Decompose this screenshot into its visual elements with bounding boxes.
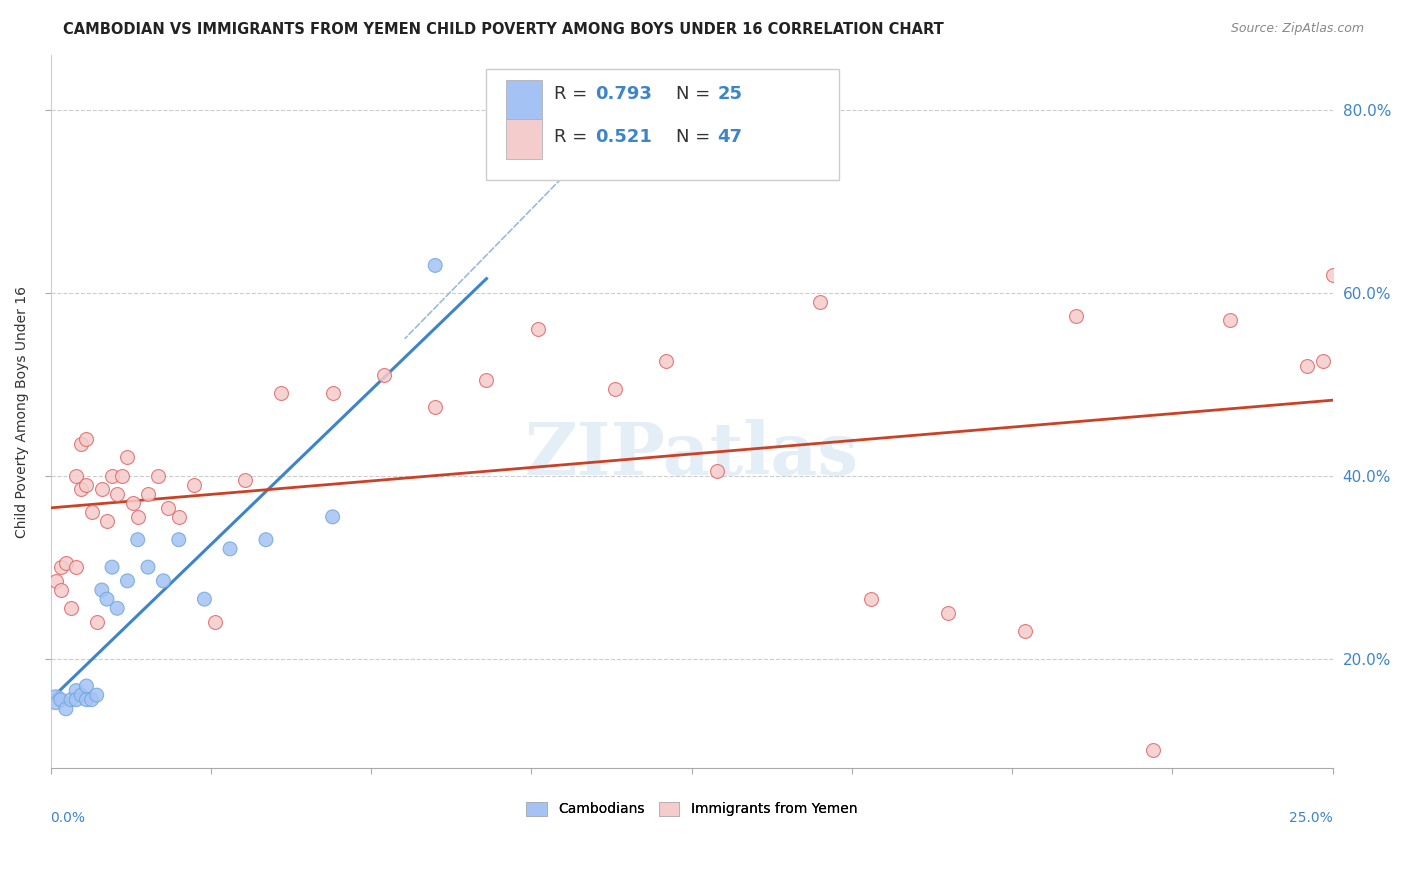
Point	[45, 574, 67, 588]
Point	[1142, 743, 1164, 757]
Point	[80, 505, 103, 519]
Point	[1066, 309, 1088, 323]
Point	[86, 615, 108, 629]
Point	[75, 432, 97, 446]
Point	[183, 478, 205, 492]
Text: ZIPatlas: ZIPatlas	[524, 419, 859, 490]
Point	[167, 533, 190, 547]
Point	[75, 692, 97, 706]
Point	[425, 259, 447, 273]
Point	[101, 468, 124, 483]
Point	[127, 509, 149, 524]
Point	[70, 688, 93, 702]
Point	[70, 483, 93, 497]
Point	[136, 560, 159, 574]
Point	[49, 692, 72, 706]
Point	[148, 468, 170, 483]
Point	[90, 483, 112, 497]
Point	[808, 295, 831, 310]
Point	[86, 688, 108, 702]
Point	[322, 386, 344, 401]
Point	[105, 487, 128, 501]
Point	[65, 468, 87, 483]
Text: Source: ZipAtlas.com: Source: ZipAtlas.com	[1230, 22, 1364, 36]
Point	[49, 582, 72, 597]
Point	[219, 541, 242, 556]
Point	[1014, 624, 1036, 639]
Point	[60, 692, 83, 706]
Point	[157, 500, 180, 515]
Text: 0.793: 0.793	[596, 86, 652, 103]
Point	[96, 515, 118, 529]
Text: 0.521: 0.521	[596, 128, 652, 146]
Point	[1312, 354, 1334, 368]
Y-axis label: Child Poverty Among Boys Under 16: Child Poverty Among Boys Under 16	[15, 285, 30, 538]
Point	[425, 400, 447, 414]
Point	[80, 692, 103, 706]
Point	[101, 560, 124, 574]
Point	[55, 556, 77, 570]
Point	[1219, 313, 1241, 327]
Point	[1322, 268, 1344, 282]
Bar	[506, 120, 541, 159]
Point	[117, 450, 139, 465]
Point	[121, 496, 143, 510]
FancyBboxPatch shape	[486, 70, 839, 180]
Text: R =: R =	[554, 128, 593, 146]
Point	[136, 487, 159, 501]
Point	[60, 601, 83, 615]
Text: 25: 25	[717, 86, 742, 103]
Point	[96, 592, 118, 607]
Point	[75, 478, 97, 492]
Point	[193, 592, 215, 607]
Point	[322, 509, 344, 524]
Point	[55, 702, 77, 716]
Text: N =: N =	[676, 86, 716, 103]
Text: R =: R =	[554, 86, 593, 103]
Point	[254, 533, 277, 547]
Text: 0.0%: 0.0%	[51, 811, 86, 825]
Point	[45, 692, 67, 706]
Point	[65, 683, 87, 698]
Point	[860, 592, 883, 607]
Point	[152, 574, 174, 588]
Point	[706, 464, 728, 478]
Point	[235, 473, 257, 487]
Point	[936, 606, 959, 620]
Point	[526, 322, 548, 336]
Point	[167, 509, 190, 524]
Legend: Cambodians, Immigrants from Yemen: Cambodians, Immigrants from Yemen	[520, 796, 863, 822]
Point	[373, 368, 395, 383]
Point	[117, 574, 139, 588]
Point	[603, 382, 626, 396]
Bar	[506, 80, 541, 120]
Point	[1296, 359, 1319, 373]
Text: 47: 47	[717, 128, 742, 146]
Point	[65, 560, 87, 574]
Point	[111, 468, 134, 483]
Text: N =: N =	[676, 128, 716, 146]
Text: CAMBODIAN VS IMMIGRANTS FROM YEMEN CHILD POVERTY AMONG BOYS UNDER 16 CORRELATION: CAMBODIAN VS IMMIGRANTS FROM YEMEN CHILD…	[63, 22, 943, 37]
Point	[70, 436, 93, 450]
Point	[655, 354, 678, 368]
Point	[49, 560, 72, 574]
Point	[105, 601, 128, 615]
Point	[204, 615, 226, 629]
Point	[270, 386, 292, 401]
Point	[75, 679, 97, 693]
Point	[65, 692, 87, 706]
Point	[127, 533, 149, 547]
Text: 25.0%: 25.0%	[1289, 811, 1333, 825]
Point	[475, 373, 498, 387]
Point	[90, 582, 112, 597]
